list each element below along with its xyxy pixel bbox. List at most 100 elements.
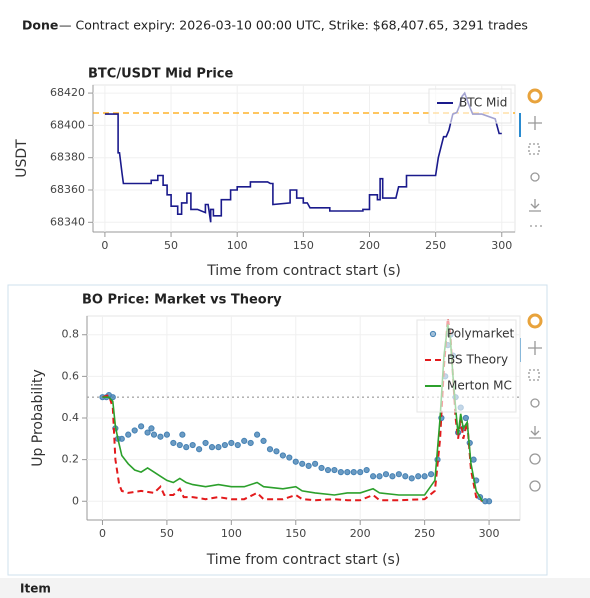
data-point [234,441,241,449]
data-point [228,439,235,447]
legend-box [428,88,512,124]
toolbar[interactable] [519,88,543,492]
data-point [215,444,222,451]
data-line [104,91,502,223]
y-tick-label: 0.8 [62,328,80,341]
x-tick-label: 100 [227,239,248,252]
data-point [382,471,390,478]
data-point [208,444,216,451]
y-tick-label: 0 [72,494,79,507]
data-point [144,429,151,436]
data-point [176,441,183,449]
save-tool[interactable] [529,426,541,439]
wheel-zoom-tool[interactable] [530,172,540,182]
x-tick-label: 150 [285,527,306,540]
bokeh-logo[interactable] [527,313,543,329]
save-tool[interactable] [529,199,541,212]
data-point [470,456,477,463]
data-point [337,469,344,476]
data-point [150,431,158,438]
chart-title: BTC/USDT Mid Price [88,67,233,82]
data-point [163,431,170,438]
x-tick-label: 200 [350,527,371,540]
data-point [254,431,261,438]
data-point [376,473,383,480]
panel-border [7,284,548,576]
legend-label: BS Theory [447,353,508,367]
footer-band [0,578,590,598]
help-tool[interactable] [529,480,541,492]
data-point [138,423,145,430]
legend-swatch [429,330,437,338]
y-tick-label: 68420 [50,86,85,99]
y-tick-label: 68380 [50,151,85,164]
pan-tool[interactable] [528,341,542,355]
data-point [109,394,116,401]
x-tick-label: 50 [164,239,178,252]
y-tick-label: 68340 [50,215,85,228]
y-axis-label: USDT [14,139,30,178]
data-point [318,464,325,472]
data-point [196,446,203,453]
status: Done [22,18,58,33]
x-tick-label: 300 [479,527,500,540]
x-tick-label: 250 [425,239,446,252]
data-point [363,466,370,474]
data-point [402,473,409,480]
data-point [260,437,267,444]
legend-label: Polymarket [447,327,514,341]
data-point [241,437,248,444]
data-point [415,473,422,480]
x-tick-label: 100 [221,527,242,540]
y-tick-label: 0.2 [62,453,80,466]
header-text: — Contract expiry: 2026-03-10 00:00 UTC,… [59,18,528,33]
x-tick-label: 300 [491,239,512,252]
data-point [350,469,357,476]
data-point [183,444,190,451]
data-point [148,425,155,432]
data-point [427,471,435,478]
pan-tool[interactable] [528,116,542,130]
data-point [279,452,286,459]
data-point [305,462,312,469]
data-point [118,435,125,442]
wheel-zoom-tool[interactable] [530,398,540,408]
y-tick-label: 0.4 [62,411,80,424]
data-point [324,466,332,474]
data-point [421,473,428,480]
data-point [485,498,493,505]
box-zoom-tool[interactable] [528,369,540,381]
chart-title: BO Price: Market vs Theory [82,293,282,308]
data-point [131,427,138,434]
x-tick-label: 150 [293,239,314,252]
data-point [462,414,469,422]
data-point [408,475,415,482]
x-tick-label: 200 [359,239,380,252]
data-point [273,448,280,455]
x-tick-label: 0 [99,527,106,540]
reset-tool[interactable] [529,453,541,465]
box-zoom-tool[interactable] [528,143,540,155]
data-point [344,469,351,476]
data-point [189,441,196,449]
data-point [266,446,274,453]
y-tick-label: 0.6 [62,369,80,382]
data-point [357,469,364,476]
data-line [102,317,484,503]
data-point [286,454,293,461]
x-axis-label: Time from contract start (s) [206,552,401,568]
bokeh-logo[interactable] [527,88,543,104]
data-point [395,471,402,478]
data-point [311,460,319,467]
data-point [389,473,396,480]
data-point [170,439,177,447]
data-point [157,433,164,440]
data-point [179,431,186,438]
y-tick-label: 68400 [50,118,85,131]
x-axis-label: Time from contract start (s) [206,263,401,279]
y-axis-label: Up Probability [30,369,46,467]
data-point [331,466,338,474]
x-tick-label: 250 [414,527,435,540]
data-point [202,439,209,447]
y-tick-label: 68360 [50,183,85,196]
